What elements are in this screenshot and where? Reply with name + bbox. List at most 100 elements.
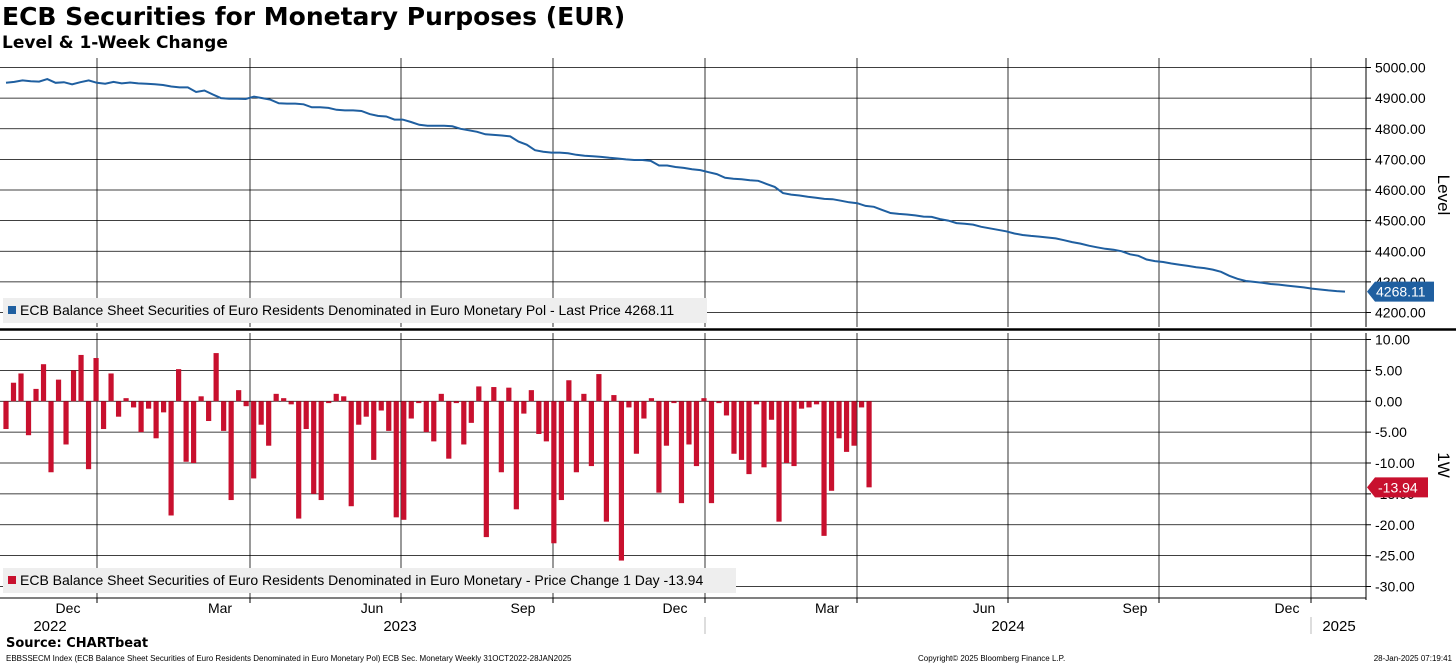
change-bar-32	[243, 401, 249, 407]
chart-subtitle: Level & 1-Week Change	[2, 33, 228, 53]
change-bar-40	[303, 401, 309, 430]
change-bar-14	[108, 373, 114, 402]
change-bar-96	[723, 401, 730, 416]
change-bar-78	[588, 401, 594, 467]
change-bar-89	[671, 401, 677, 404]
change-bar-18	[138, 401, 144, 433]
x-month-label-7: Sep	[1123, 600, 1148, 616]
change-bar-90	[678, 401, 685, 504]
change-bar-3	[25, 401, 32, 436]
change-bar-110	[828, 401, 835, 491]
change-bar-100	[753, 401, 760, 405]
top-tick-label-8: 5000.00	[1375, 60, 1426, 76]
change-bar-62	[468, 401, 474, 423]
change-bar-85	[641, 401, 647, 419]
level-legend-text: ECB Balance Sheet Securities of Euro Res…	[20, 302, 674, 318]
change-bar-1	[10, 382, 17, 402]
bottom-tick-label-0: -30.00	[1375, 579, 1415, 595]
x-year-label-3: 2025	[1322, 618, 1355, 635]
change-bar-7	[55, 379, 62, 402]
change-bar-30	[228, 401, 234, 501]
change-bar-74	[558, 401, 564, 501]
footer-index-description: EBBSSECM Index (ECB Balance Sheet Securi…	[6, 654, 572, 663]
change-bar-81	[611, 395, 617, 402]
change-bar-72	[543, 401, 549, 442]
bottom-tick-label-6: 0.00	[1375, 393, 1402, 409]
change-bar-113	[851, 401, 857, 446]
change-bar-63	[476, 386, 482, 402]
change-bar-31	[236, 390, 242, 402]
bottom-tick-label-1: -25.00	[1375, 548, 1415, 564]
change-bar-48	[363, 401, 369, 417]
change-bar-93	[701, 398, 707, 402]
change-bar-16	[123, 398, 129, 402]
change-bar-24	[183, 401, 189, 462]
x-month-label-4: Dec	[663, 600, 688, 616]
change-bar-5	[40, 364, 47, 402]
change-bar-0	[3, 401, 9, 430]
change-bar-10	[78, 354, 84, 402]
change-bar-65	[491, 387, 497, 402]
bottom-tick-label-2: -20.00	[1375, 517, 1415, 533]
change-bar-82	[618, 401, 625, 561]
x-month-label-5: Mar	[815, 600, 839, 616]
change-bar-37	[281, 398, 287, 402]
change-bar-91	[686, 401, 692, 445]
change-bar-88	[663, 401, 670, 446]
x-year-label-1: 2023	[383, 618, 416, 635]
change-bar-13	[100, 401, 107, 430]
top-tick-label-2: 4400.00	[1375, 243, 1426, 259]
change-bar-106	[798, 401, 805, 409]
change-bar-25	[191, 401, 197, 463]
change-bar-23	[176, 369, 182, 402]
change-bar-86	[648, 398, 655, 402]
change-bar-12	[93, 358, 99, 402]
change-bar-38	[288, 401, 294, 405]
change-last-value-label: -13.94	[1378, 479, 1418, 495]
change-bar-103	[776, 401, 782, 522]
change-bar-43	[326, 401, 332, 404]
change-bar-76	[573, 401, 579, 473]
change-bar-109	[821, 401, 827, 536]
change-bar-50	[378, 401, 384, 411]
change-bar-92	[693, 401, 700, 467]
change-bar-98	[738, 401, 745, 460]
change-bar-54	[408, 401, 414, 419]
change-bar-26	[198, 396, 204, 402]
change-bar-46	[348, 401, 354, 507]
x-year-label-0: 2022	[33, 618, 66, 635]
change-bar-64	[483, 401, 489, 538]
change-bar-105	[791, 401, 797, 467]
change-bar-39	[296, 401, 302, 519]
change-bar-47	[356, 401, 362, 425]
top-tick-label-0: 4200.00	[1375, 305, 1426, 321]
change-bar-94	[708, 401, 715, 504]
top-tick-label-6: 4800.00	[1375, 121, 1426, 137]
x-month-label-3: Sep	[511, 600, 536, 616]
footer-timestamp: 28-Jan-2025 07:19:41	[1373, 654, 1452, 663]
top-tick-label-5: 4700.00	[1375, 151, 1426, 167]
change-bar-67	[506, 387, 512, 402]
top-tick-label-7: 4900.00	[1375, 90, 1426, 106]
change-bar-52	[393, 401, 399, 518]
change-bar-15	[115, 401, 122, 417]
bottom-tick-label-7: 5.00	[1375, 362, 1402, 378]
change-bar-61	[461, 401, 467, 445]
change-bar-56	[423, 401, 429, 433]
footer-copyright: Copyright© 2025 Bloomberg Finance L.P.	[918, 654, 1066, 663]
top-tick-label-4: 4600.00	[1375, 182, 1426, 198]
change-bar-8	[63, 401, 69, 445]
change-bar-59	[446, 401, 452, 459]
change-bar-51	[386, 401, 392, 431]
change-bar-27	[206, 401, 212, 422]
x-month-label-1: Mar	[208, 600, 232, 616]
change-bar-17	[130, 401, 137, 408]
change-bar-114	[858, 401, 865, 408]
change-bar-11	[85, 401, 92, 470]
chart-title: ECB Securities for Monetary Purposes (EU…	[2, 2, 626, 31]
level-legend-swatch	[8, 306, 16, 314]
change-bar-69	[521, 401, 527, 414]
change-bar-36	[273, 393, 279, 402]
change-bar-53	[401, 401, 407, 520]
x-month-label-2: Jun	[361, 600, 384, 616]
